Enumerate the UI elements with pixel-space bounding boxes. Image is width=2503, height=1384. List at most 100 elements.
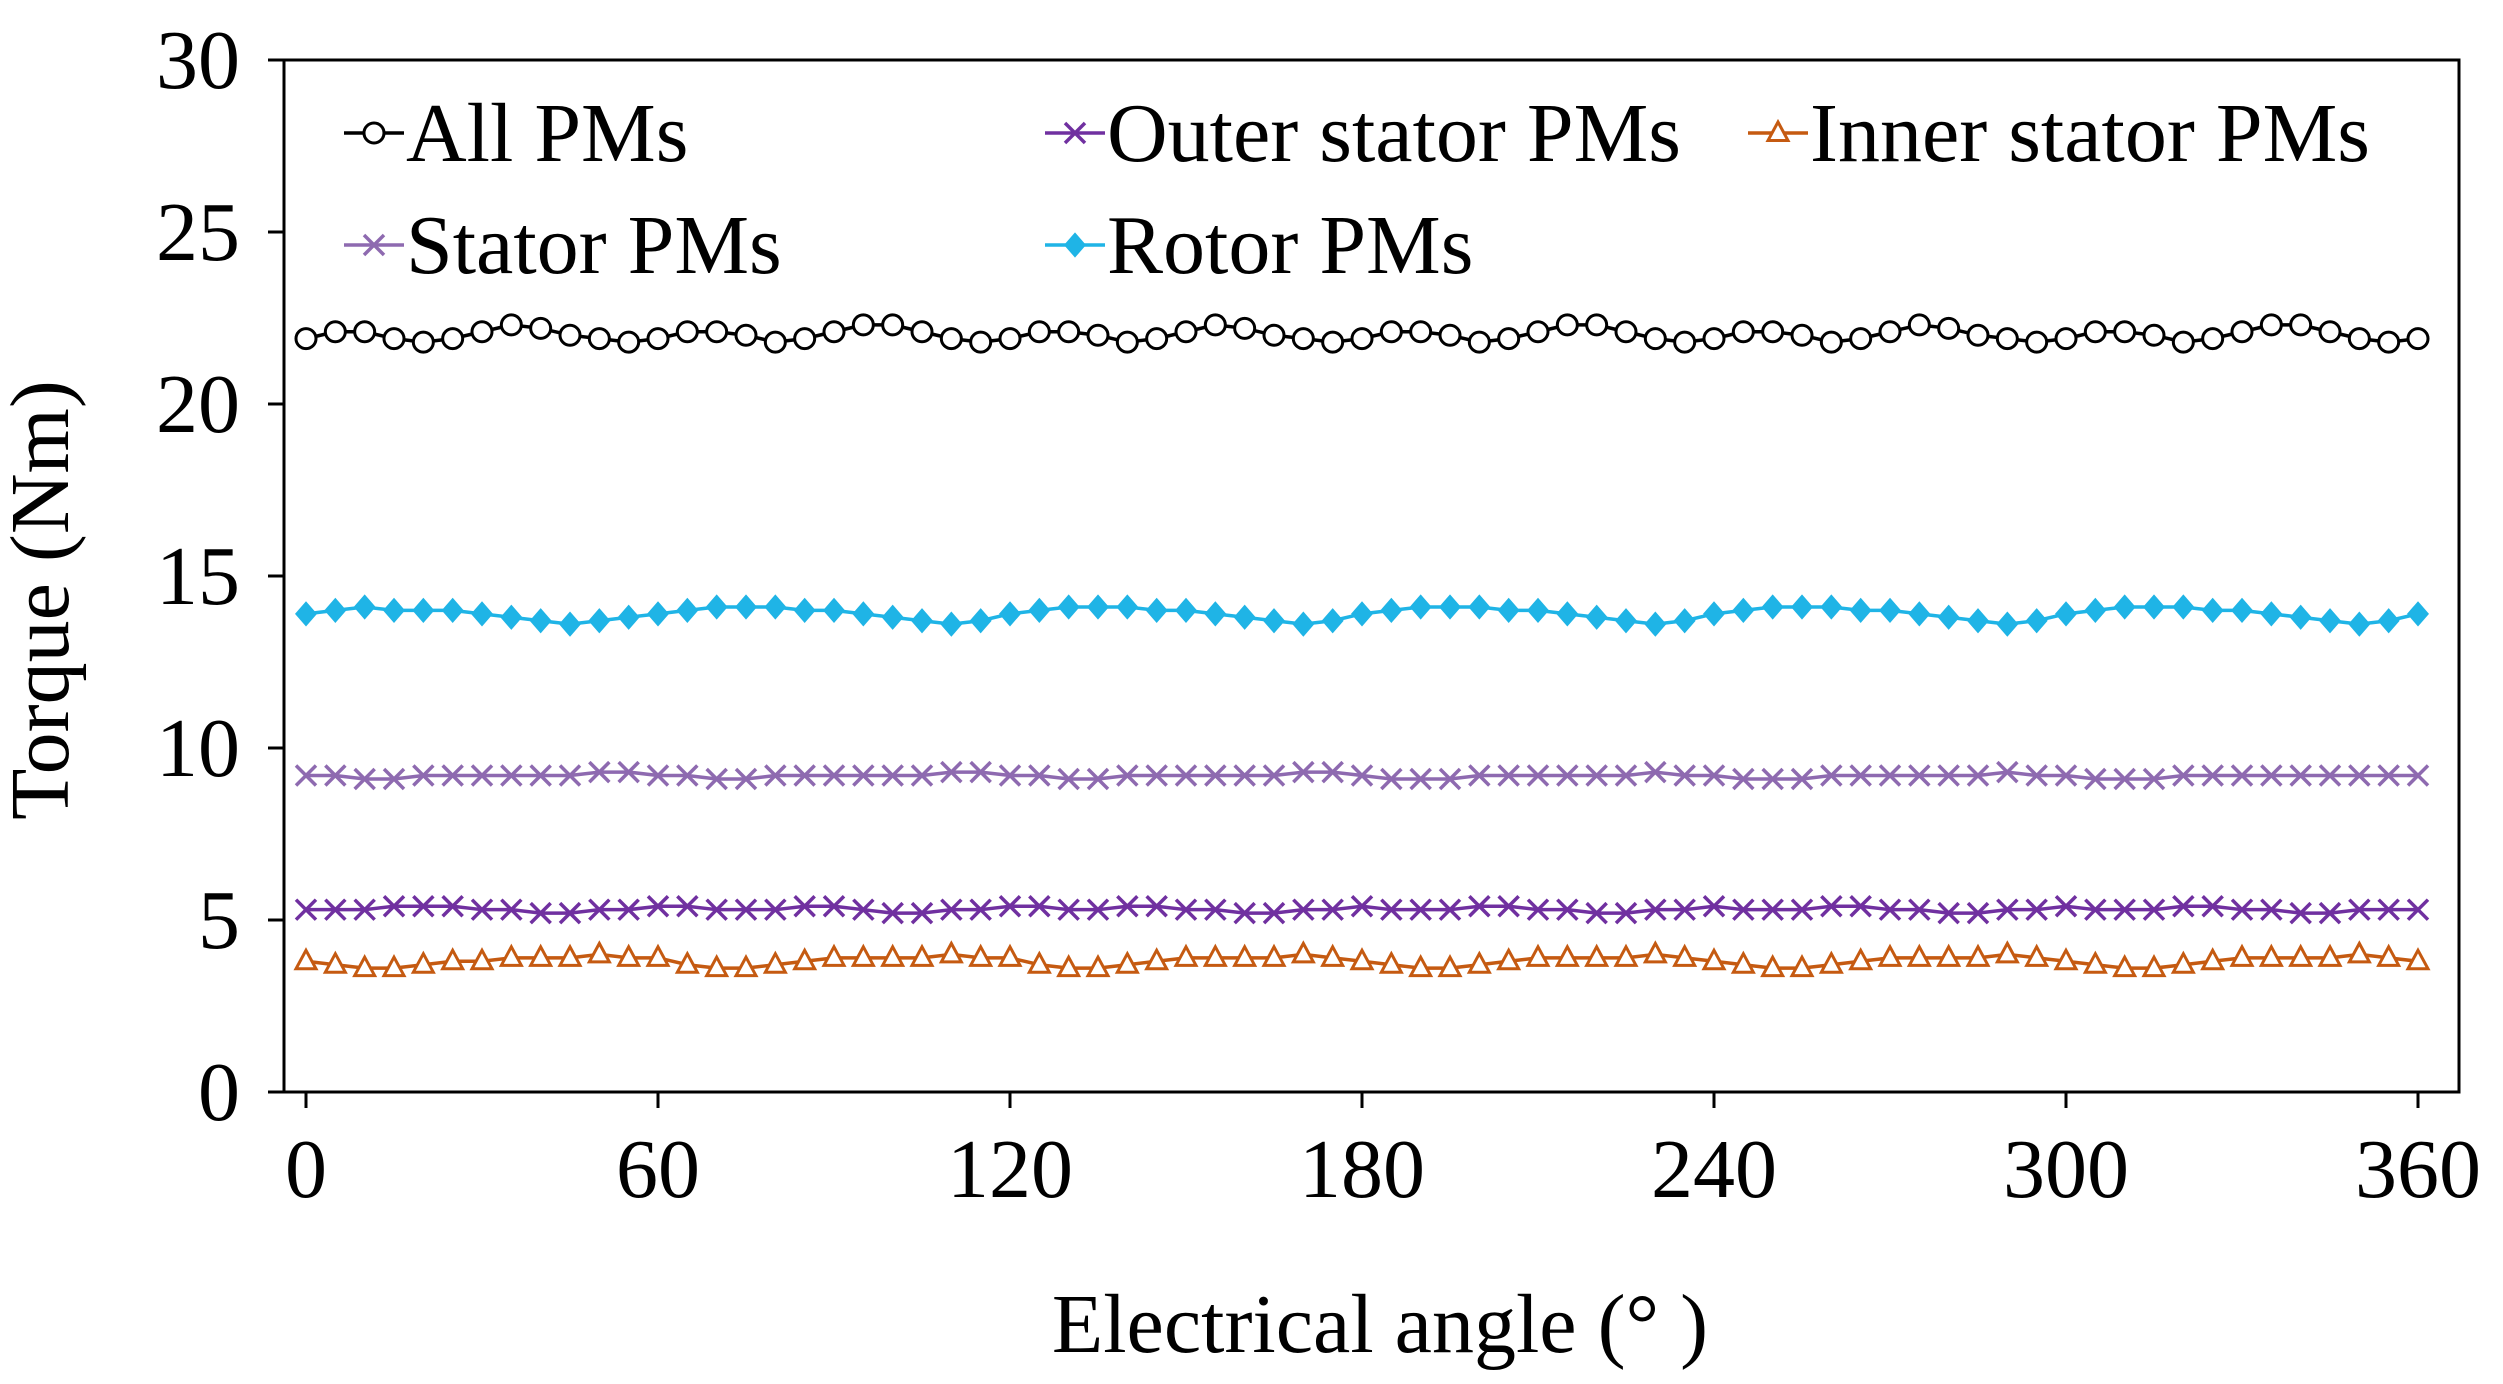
y-tick-label: 30 <box>156 14 240 107</box>
data-point <box>1409 767 1432 791</box>
data-point <box>353 594 376 620</box>
data-point <box>1878 764 1902 787</box>
data-point <box>764 898 787 921</box>
legend-item: Outer stator PMs <box>1045 87 1681 180</box>
data-point <box>353 320 377 344</box>
data-point <box>2025 898 2048 921</box>
data-point <box>1408 954 1434 978</box>
data-point <box>1820 764 1843 787</box>
data-point <box>1203 313 1227 337</box>
data-point <box>705 320 729 344</box>
data-point <box>1614 764 1638 787</box>
data-point <box>1761 767 1784 791</box>
data-point <box>1731 320 1755 344</box>
data-point <box>586 940 612 964</box>
data-point <box>1615 608 1637 634</box>
data-point <box>1144 947 1170 971</box>
data-point <box>735 594 757 620</box>
data-point <box>1906 943 1932 967</box>
data-point <box>968 943 994 967</box>
data-point <box>2289 313 2313 337</box>
data-point <box>558 901 582 925</box>
data-point <box>1732 597 1755 624</box>
data-point <box>1966 764 1990 787</box>
data-point <box>1064 232 1086 258</box>
data-point <box>2172 764 2195 787</box>
x-tick-label: 120 <box>947 1123 1073 1216</box>
data-point <box>1028 764 1051 787</box>
series-inner-stator-pms <box>293 940 2431 978</box>
data-point <box>2377 898 2400 921</box>
data-point <box>1174 898 1198 921</box>
data-point <box>1789 954 1815 978</box>
data-point <box>1321 608 1344 634</box>
data-point <box>1642 940 1668 964</box>
data-point <box>1116 594 1139 620</box>
data-point <box>2318 764 2342 787</box>
data-point <box>381 954 407 978</box>
data-point <box>2230 898 2254 921</box>
legend: All PMs Outer stator PMs Inner stator PMs S… <box>344 87 2370 292</box>
data-point <box>498 943 524 967</box>
data-point <box>1321 898 1344 921</box>
data-point <box>1145 327 1169 351</box>
data-point <box>1086 898 1110 921</box>
data-point <box>1497 327 1521 351</box>
data-point <box>1527 597 1549 624</box>
data-point <box>353 898 376 921</box>
data-point <box>362 233 386 257</box>
data-point <box>1732 767 1755 791</box>
data-point <box>1555 313 1579 337</box>
data-point <box>1613 943 1639 967</box>
data-point <box>734 767 758 791</box>
data-point <box>2407 601 2429 627</box>
data-point <box>1145 597 1168 624</box>
data-point <box>1028 597 1051 624</box>
data-point <box>529 764 552 787</box>
data-point <box>1936 943 1962 967</box>
legend-label: All PMs <box>406 87 688 180</box>
data-point <box>1672 943 1698 967</box>
series-layer <box>293 313 2431 978</box>
data-point <box>588 898 611 921</box>
data-point <box>1526 320 1550 344</box>
data-point <box>295 601 317 627</box>
data-point <box>1702 895 1726 918</box>
data-point <box>676 895 699 918</box>
data-point <box>294 764 318 787</box>
data-point <box>704 954 730 978</box>
data-point <box>500 898 523 921</box>
data-point <box>529 316 553 340</box>
data-point <box>382 895 406 918</box>
data-point <box>1439 594 1461 620</box>
data-point <box>852 601 875 627</box>
data-point <box>2406 764 2430 787</box>
data-point <box>1673 898 1696 921</box>
data-point <box>2112 954 2138 978</box>
data-point <box>500 604 523 630</box>
data-point <box>1056 954 1082 978</box>
data-point <box>1849 895 1872 918</box>
data-point <box>1468 594 1491 620</box>
data-point <box>1644 760 1667 784</box>
x-tick-label: 180 <box>1299 1123 1425 1216</box>
data-point <box>1145 895 1168 918</box>
data-point <box>762 950 788 974</box>
data-point <box>441 597 464 624</box>
data-point <box>1262 323 1286 347</box>
legend-label: Rotor PMs <box>1107 199 1473 292</box>
data-point <box>2376 943 2402 967</box>
data-point <box>940 760 963 784</box>
data-point <box>2260 601 2283 627</box>
data-point <box>2024 943 2050 967</box>
data-point <box>2025 764 2048 787</box>
data-point <box>383 597 405 624</box>
data-point <box>763 330 787 354</box>
data-point <box>1760 954 1786 978</box>
data-point <box>1585 313 1609 337</box>
data-point <box>880 943 906 967</box>
data-point <box>910 764 934 787</box>
data-point <box>1468 895 1491 918</box>
data-point <box>705 767 728 791</box>
